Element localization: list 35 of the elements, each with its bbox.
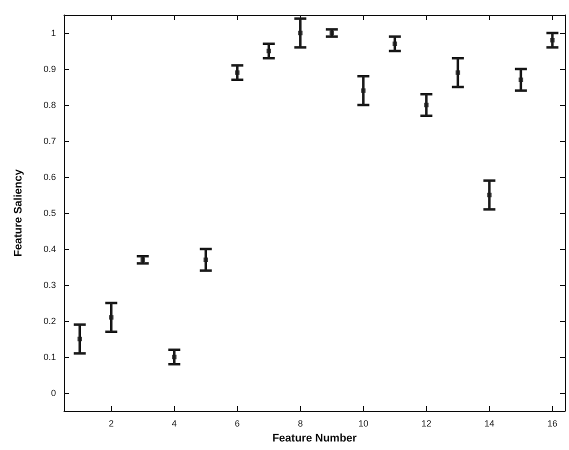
point	[109, 315, 114, 320]
y-tick-label: 0.3	[43, 280, 56, 290]
x-tick-label: 6	[234, 418, 240, 428]
point	[298, 30, 303, 36]
point	[456, 70, 460, 75]
point	[424, 102, 429, 108]
point	[78, 336, 82, 342]
x-tick-label: 2	[108, 418, 114, 428]
x-axis-title: Feature Number	[272, 432, 358, 444]
point	[235, 70, 240, 75]
y-axis-title: Feature Saliency	[12, 168, 24, 257]
point	[550, 38, 555, 42]
y-tick-label: 0.9	[43, 64, 56, 74]
x-tick-label: 16	[547, 418, 558, 428]
x-tick-label: 4	[172, 418, 177, 428]
point	[172, 354, 177, 360]
x-tick-label: 10	[358, 418, 368, 428]
y-tick-label: 0.6	[43, 172, 56, 182]
y-tick-label: 0.4	[43, 244, 56, 254]
x-tick-label: 12	[421, 418, 432, 428]
y-tick-label: 1	[50, 28, 56, 38]
point	[361, 88, 366, 93]
point	[487, 192, 492, 198]
y-tick-label: 0.2	[43, 316, 56, 326]
y-tick-label: 0.5	[43, 208, 56, 218]
x-tick-label: 8	[298, 418, 303, 428]
point	[204, 258, 208, 262]
y-tick-label: 0.1	[43, 352, 56, 362]
point	[518, 78, 524, 82]
y-tick-label: 0.7	[43, 136, 56, 146]
point	[392, 42, 398, 46]
point	[266, 48, 272, 54]
y-tick-label: 0.8	[43, 100, 56, 110]
y-tick-label: 0	[50, 388, 56, 398]
x-tick-label: 14	[484, 418, 494, 428]
